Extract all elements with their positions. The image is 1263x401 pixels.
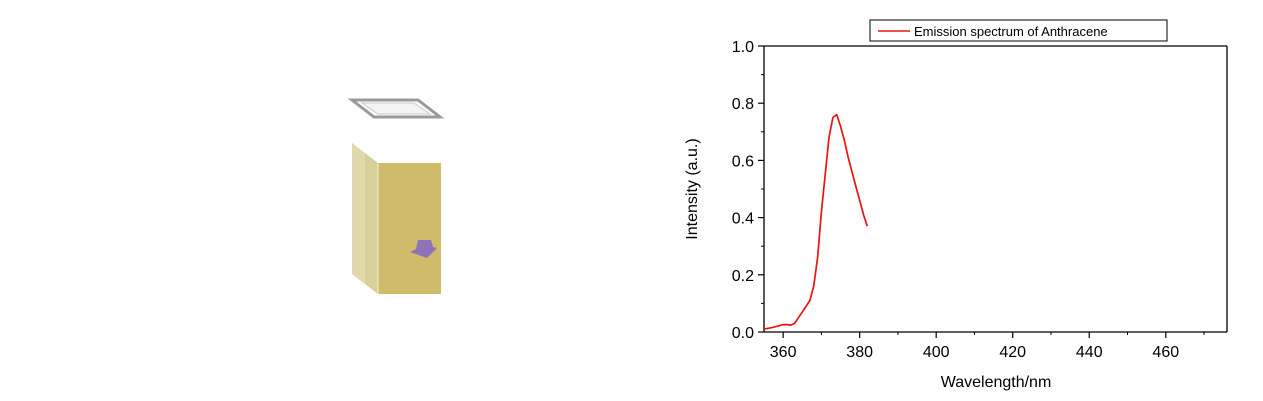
legend: Emission spectrum of Anthracene [869, 19, 1168, 42]
x-tick-label: 380 [846, 344, 873, 361]
arrow-icon [410, 240, 437, 258]
y-axis-title: Intensity (a.u.) [684, 138, 701, 239]
emission-chart: 360 380 400 420 440 460 0.0 0.2 0.4 0.6 0.8 1.0 Wav… [684, 19, 1228, 391]
x-tick-label: 440 [1076, 344, 1103, 361]
x-tick-label: 400 [923, 344, 950, 361]
y-tick-label: 0.2 [732, 268, 754, 285]
x-tick-label: 460 [1152, 344, 1179, 361]
y-tick-label: 0.0 [732, 325, 754, 342]
x-tick-label: 360 [770, 344, 797, 361]
y-tick-label: 0.8 [732, 96, 754, 113]
y-tick-label: 1.0 [732, 39, 754, 56]
series-line [763, 113, 869, 330]
y-tick-label: 0.6 [732, 153, 754, 170]
cuvette-side-highlight [352, 143, 365, 284]
y-tick-label: 0.4 [732, 211, 754, 228]
x-tick-label: 420 [999, 344, 1026, 361]
legend-label: Emission spectrum of Anthracene [914, 24, 1108, 39]
cuvette-lid-inner [360, 102, 432, 115]
cuvette-front-face [378, 163, 441, 294]
cuvette-icon [347, 98, 445, 294]
legend-box [869, 19, 1168, 42]
x-axis-title: Wavelength/nm [941, 374, 1052, 391]
